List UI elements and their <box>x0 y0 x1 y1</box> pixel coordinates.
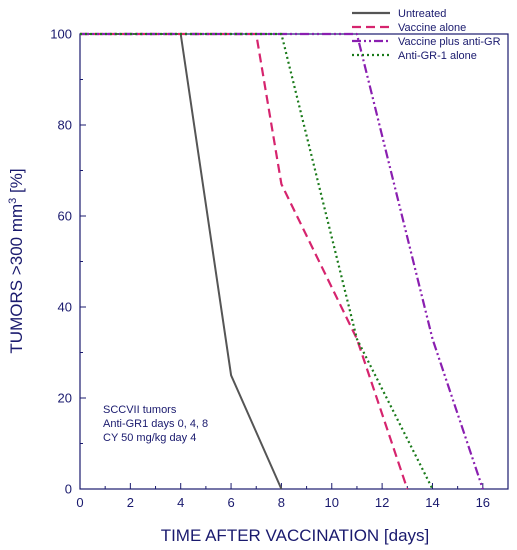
y-tick-label: 60 <box>58 209 72 224</box>
y-tick-label: 100 <box>50 27 72 42</box>
x-tick-label: 8 <box>278 495 285 510</box>
y-axis-title: TUMORS >300 mm3 [%] <box>7 168 26 353</box>
legend-label-anti-gr-1-alone: Anti-GR-1 alone <box>398 50 477 62</box>
legend: Untreated Vaccine alone Vaccine plus anti-… <box>352 8 501 62</box>
y-tick-label: 0 <box>65 482 72 497</box>
annotation: SCCVII tumors Anti-GR1 days 0, 4, 8 CY 50 … <box>103 404 208 444</box>
y-tick-label: 40 <box>58 300 72 315</box>
annotation-line: SCCVII tumors <box>103 404 177 416</box>
y-tick-label: 20 <box>58 391 72 406</box>
plot-area: 0 2 4 6 8 10 12 14 16 0 20 40 60 80 100 <box>50 27 509 510</box>
y-tick-label: 80 <box>58 118 72 133</box>
x-tick-label: 14 <box>425 495 439 510</box>
y-axis-title-main: TUMORS >300 mm <box>7 204 26 354</box>
series-line-vaccine-plus-anti-gr <box>80 32 484 490</box>
series-line-anti-gr-1-alone <box>80 32 434 490</box>
legend-label-vaccine-plus-anti-gr: Vaccine plus anti-GR <box>398 36 501 48</box>
x-tick-label: 16 <box>476 495 490 510</box>
x-tick-label: 0 <box>76 495 83 510</box>
x-tick-label: 10 <box>325 495 339 510</box>
series-layer <box>80 32 484 490</box>
legend-label-vaccine-alone: Vaccine alone <box>398 22 466 34</box>
x-axis-title: TIME AFTER VACCINATION [days] <box>161 526 430 545</box>
annotation-line: CY 50 mg/kg day 4 <box>103 432 196 444</box>
y-axis-title-superscript: 3 <box>7 198 19 204</box>
annotation-line: Anti-GR1 days 0, 4, 8 <box>103 418 208 430</box>
x-tick-label: 12 <box>375 495 389 510</box>
x-tick-label: 4 <box>177 495 184 510</box>
y-axis-title-tail: [%] <box>7 168 26 197</box>
legend-label-untreated: Untreated <box>398 8 446 20</box>
x-tick-label: 2 <box>127 495 134 510</box>
x-tick-label: 6 <box>227 495 234 510</box>
